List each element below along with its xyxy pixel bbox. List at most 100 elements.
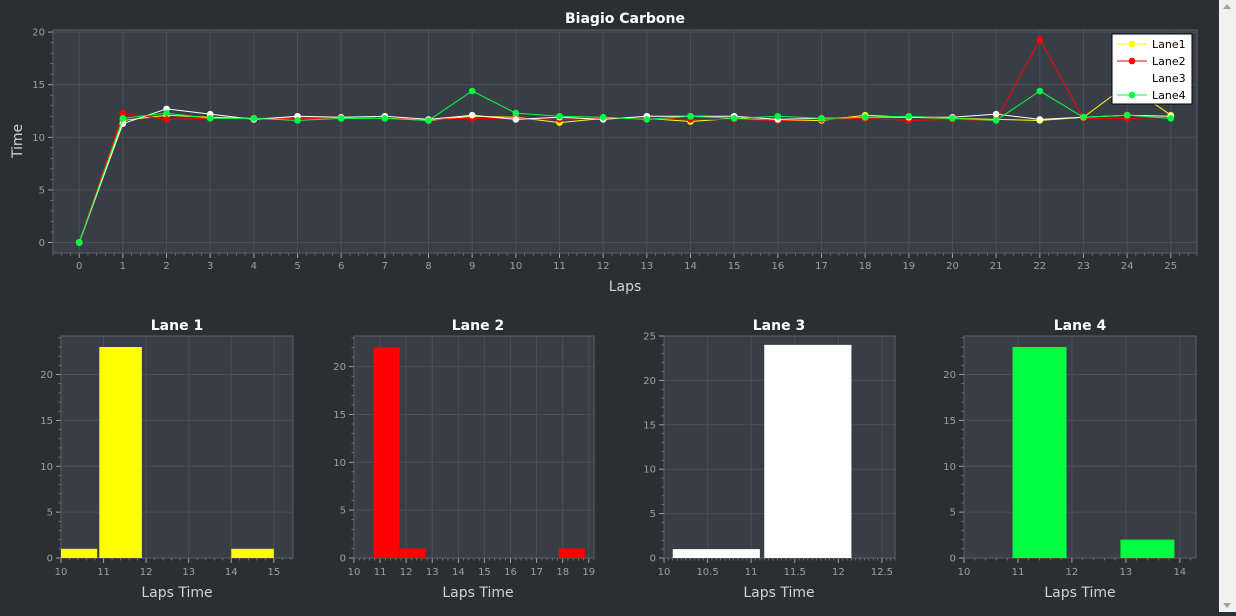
data-point-lane4 — [337, 115, 345, 122]
hist-x-tick-label: 12 — [1066, 567, 1079, 578]
main-y-tick-label: 15 — [32, 80, 45, 91]
series-line-lane4 — [78, 90, 1171, 243]
main-plot-border — [52, 29, 1198, 254]
main-x-tick-label: 11 — [553, 261, 566, 272]
data-point-lane3 — [512, 116, 520, 123]
data-point-lane4 — [75, 239, 83, 246]
scroll-up-arrow-icon[interactable] — [1223, 4, 1231, 9]
hist-x-tick-label: 11.5 — [784, 567, 806, 578]
hist-y-tick-label: 10 — [943, 462, 956, 473]
hist-y-tick-label: 5 — [340, 506, 346, 517]
hist-y-tick-label: 10 — [40, 462, 53, 473]
main-x-tick-label: 4 — [251, 261, 257, 272]
hist-x-tick-label: 13 — [182, 567, 195, 578]
hist-x-tick-label: 12 — [832, 567, 845, 578]
histogram-bar — [672, 549, 760, 558]
hist-x-tick-label: 12 — [140, 567, 153, 578]
hist-y-tick-label: 10 — [643, 465, 656, 476]
data-point-lane4 — [512, 109, 520, 117]
hist-y-tick-label: 20 — [333, 362, 346, 373]
main-x-tick-label: 16 — [771, 261, 784, 272]
data-point-lane4 — [294, 117, 301, 124]
histogram-bar — [558, 548, 585, 558]
hist-x-tick-label: 14 — [452, 567, 465, 578]
hist-x-tick-label: 10 — [958, 567, 971, 578]
scroll-down-arrow-icon[interactable] — [1223, 603, 1231, 608]
hist-x-tick-label: 13 — [1119, 567, 1132, 578]
legend-marker-lane4 — [1128, 91, 1136, 99]
main-y-tick-label: 0 — [39, 238, 45, 249]
hist-x-tick-label: 10 — [348, 567, 361, 578]
legend-marker-lane2 — [1128, 57, 1136, 65]
histogram-bar — [231, 548, 274, 558]
hist-y-tick-label: 15 — [643, 420, 656, 431]
hist-plot-border — [963, 335, 1197, 559]
hist-x-tick-label: 11 — [745, 567, 758, 578]
main-x-tick-label: 13 — [640, 261, 653, 272]
hist-y-tick-label: 0 — [340, 554, 346, 565]
hist-y-tick-label: 0 — [950, 554, 956, 565]
hist-x-tick-label: 17 — [530, 567, 543, 578]
main-x-tick-label: 5 — [294, 261, 300, 272]
hist-x-tick-label: 19 — [582, 567, 595, 578]
legend-label-lane1: Lane1 — [1152, 38, 1186, 51]
hist-lane2-title: Lane 2 — [452, 318, 504, 334]
legend-label-lane2: Lane2 — [1152, 55, 1186, 68]
data-point-lane4 — [818, 115, 825, 122]
hist-y-tick-label: 20 — [40, 370, 53, 381]
hist-x-tick-label: 16 — [504, 567, 517, 578]
hist-lane1-xlabel: Laps Time — [141, 585, 212, 601]
data-point-lane4 — [468, 87, 476, 95]
hist-y-tick-label: 25 — [643, 332, 656, 343]
hist-x-tick-label: 13 — [426, 567, 439, 578]
histogram-lane4: 10 11 12 13 14 0 5 10 15 20 — [943, 335, 1197, 578]
histogram-bar — [1120, 539, 1175, 558]
histogram-bar — [399, 548, 426, 558]
legend-marker-lane3 — [1128, 74, 1136, 82]
data-point-lane4 — [381, 115, 389, 122]
main-x-tick-label: 20 — [946, 261, 959, 272]
hist-y-tick-label: 10 — [333, 458, 346, 469]
main-x-tick-label: 9 — [469, 261, 475, 272]
hist-y-tick-label: 15 — [333, 410, 346, 421]
hist-y-tick-label: 0 — [47, 554, 53, 565]
main-x-tick-label: 8 — [425, 261, 431, 272]
hist-plot-area — [964, 336, 1196, 558]
hist-y-tick-label: 5 — [47, 508, 53, 519]
main-x-tick-label: 1 — [120, 261, 126, 272]
data-point-lane4 — [687, 112, 694, 120]
data-point-lane4 — [1167, 115, 1175, 122]
legend-box — [1111, 33, 1193, 105]
legend-label-lane4: Lane4 — [1152, 89, 1186, 102]
hist-x-tick-label: 18 — [556, 567, 569, 578]
main-plot-area — [53, 30, 1197, 253]
vertical-scrollbar[interactable] — [1219, 0, 1236, 612]
histogram-lane3: 10 10.5 11 11.5 12 12.5 0 5 10 15 20 25 — [643, 332, 896, 578]
histogram-bar — [61, 548, 98, 558]
main-x-tick-label: 12 — [597, 261, 610, 272]
hist-x-tick-label: 14 — [225, 567, 238, 578]
hist-x-tick-label: 11 — [1012, 567, 1025, 578]
main-x-tick-label: 22 — [1033, 261, 1046, 272]
data-point-lane2 — [1036, 36, 1044, 43]
hist-x-tick-label: 15 — [267, 567, 280, 578]
data-point-lane4 — [599, 114, 607, 121]
main-x-tick-label: 19 — [902, 261, 915, 272]
data-point-lane2 — [163, 116, 170, 123]
data-point-lane4 — [1036, 87, 1044, 95]
hist-y-tick-label: 15 — [943, 416, 956, 427]
histogram-bar — [99, 347, 142, 558]
hist-lane4-xlabel: Laps Time — [1044, 585, 1115, 601]
histogram-lane1: 10 11 12 13 14 15 0 5 10 15 20 — [40, 335, 294, 578]
main-legend: Lane1 Lane2 Lane3 Lane4 — [1111, 33, 1193, 105]
data-point-lane4 — [556, 112, 563, 120]
data-point-lane4 — [774, 112, 782, 120]
data-point-lane4 — [905, 112, 913, 120]
data-point-lane4 — [861, 114, 869, 121]
main-x-tick-label: 7 — [382, 261, 388, 272]
main-x-tick-label: 2 — [163, 261, 169, 272]
hist-lane1-title: Lane 1 — [151, 318, 203, 334]
hist-x-tick-label: 12.5 — [871, 567, 893, 578]
main-x-tick-label: 15 — [728, 261, 741, 272]
data-point-lane4 — [643, 116, 651, 123]
